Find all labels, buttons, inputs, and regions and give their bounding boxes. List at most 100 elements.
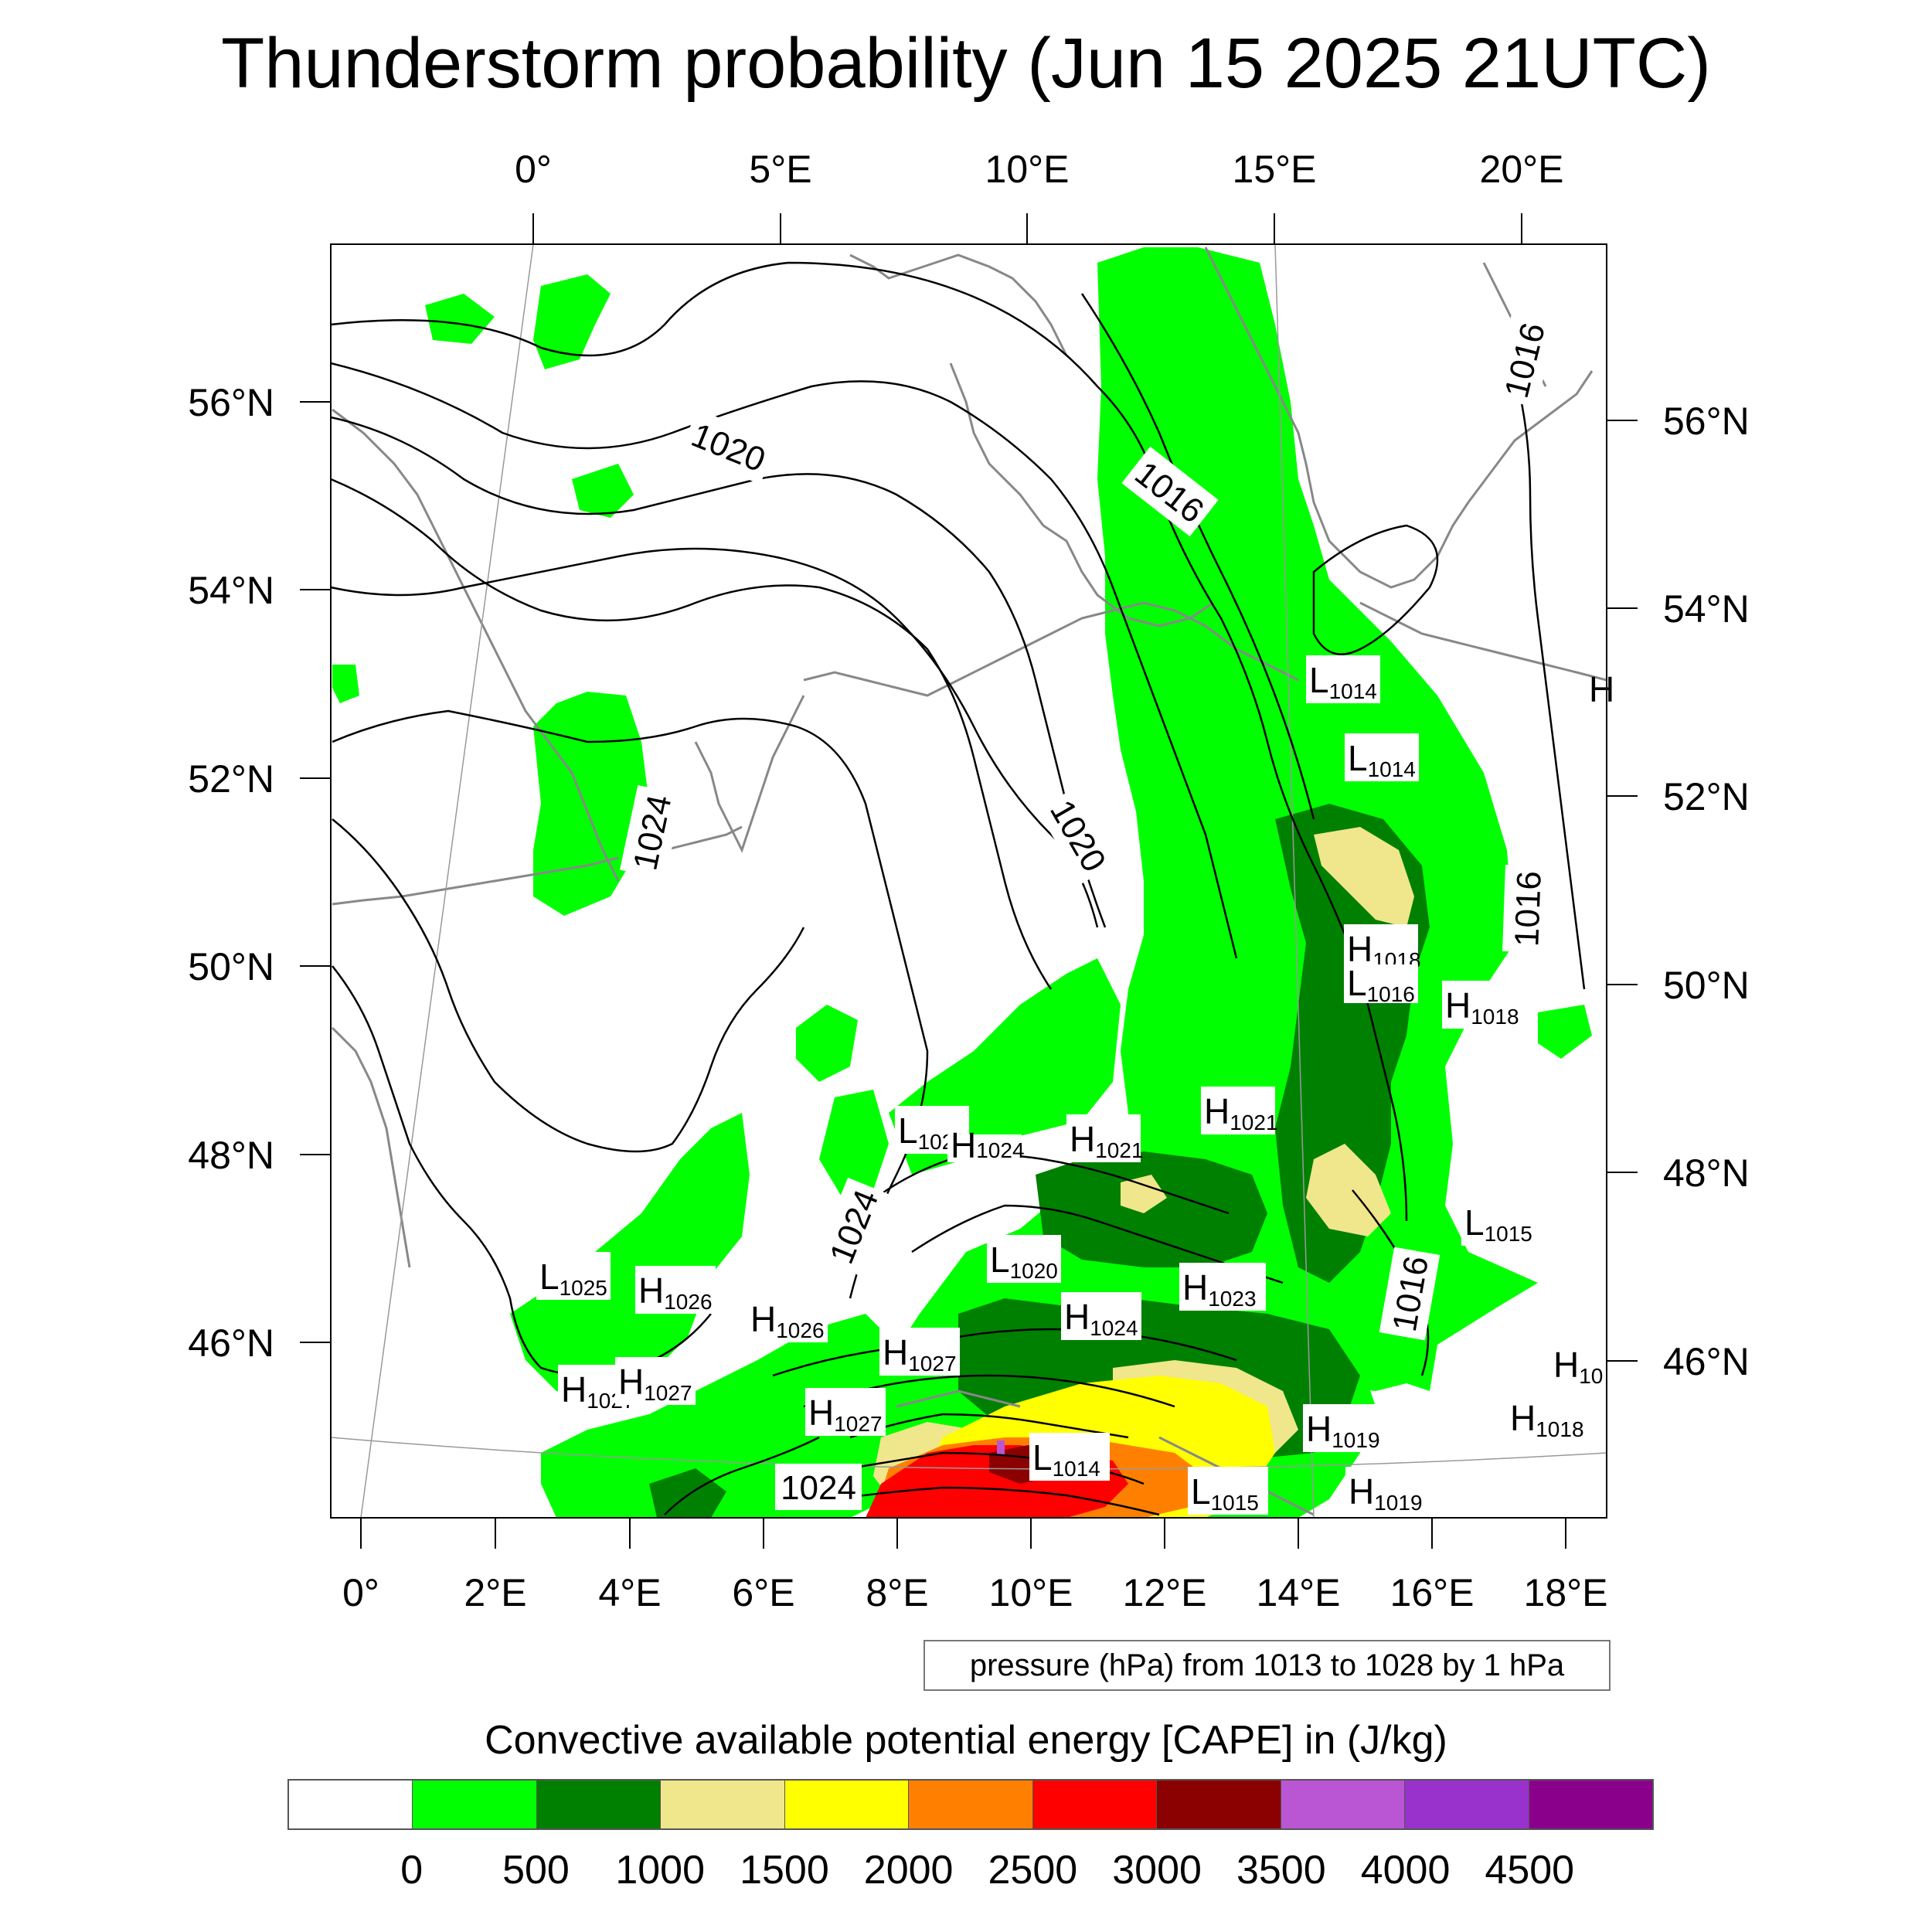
colorbar-box [1529, 1781, 1652, 1828]
top-lon-labels: 0° 5°E 10°E 15°E 20°E [515, 148, 1563, 191]
pressure-center-bg [987, 1235, 1061, 1283]
meridian-15e [1274, 244, 1315, 1518]
contour-label-bg [815, 1177, 891, 1276]
left-lat-label: 46°N [188, 1321, 274, 1365]
pressure-center-label: H1018 [1445, 985, 1519, 1029]
coast-france-west [331, 1026, 411, 1268]
colorbar-label: 2500 [988, 1848, 1078, 1893]
right-lat-label: 48°N [1663, 1151, 1750, 1195]
bottom-ticks [360, 1518, 1566, 1549]
pressure-center-label: H10 [1553, 1345, 1603, 1388]
coast-italy-north [896, 1389, 1021, 1408]
isobar-central-1 [911, 1204, 1284, 1284]
colorbar [287, 1779, 1654, 1830]
contour-label-box: 1024 [815, 1177, 891, 1276]
cape-area-denmark-sea [572, 464, 634, 518]
isobar-south-1024 [664, 1436, 820, 1515]
top-lon-label: 20°E [1480, 148, 1564, 191]
isobar-4 [331, 478, 1053, 990]
pressure-center: L1020 [987, 1235, 1061, 1283]
pressure-center-label: H1024 [951, 1125, 1025, 1165]
left-lat-label: 50°N [188, 945, 274, 988]
map-frame [330, 243, 1607, 1519]
colorbar-box [1281, 1781, 1406, 1828]
pressure-center-bg [1029, 1433, 1110, 1481]
contour-label-text: 1016 [1498, 319, 1553, 402]
contour-label-box: 1024 [775, 1464, 862, 1510]
pressure-center-label: L1014 [1348, 738, 1416, 781]
pressure-center-label: H1018 [1510, 1398, 1584, 1441]
bottom-lon-label: 2°E [464, 1571, 526, 1614]
pressure-center: H1024 [947, 1125, 1025, 1165]
pressure-center-bg [1344, 964, 1418, 1003]
cape-area-north-sea [425, 294, 495, 344]
contour-info-box: pressure (hPa) from 1013 to 1028 by 1 hP… [923, 1640, 1611, 1691]
pressure-center: H [1589, 669, 1614, 709]
pressure-center-label: H1027 [618, 1362, 692, 1405]
colorbar-label: 0 [400, 1848, 423, 1893]
bottom-lon-label: 10°E [989, 1571, 1073, 1614]
coast-germany [803, 601, 1299, 697]
left-lat-labels: 56°N 54°N 52°N 50°N 48°N 46°N [188, 381, 274, 1365]
contour-label-bg [1491, 312, 1557, 408]
pressure-center-bg [1201, 1087, 1275, 1134]
pressure-center-bg [1303, 1404, 1383, 1452]
pressure-center-bg [1061, 1292, 1141, 1340]
contour-label-box: 1016 [1502, 864, 1552, 954]
cape-area-west-channel [332, 665, 359, 703]
cape-khaki-east [1314, 827, 1414, 927]
bottom-lon-label: 18°E [1524, 1571, 1608, 1614]
pressure-center: H1023 [1179, 1263, 1266, 1311]
pressure-center-label: H [1589, 669, 1614, 709]
isobar-3 [331, 416, 1107, 928]
right-lat-label: 46°N [1663, 1340, 1750, 1383]
cape-area-southwest [510, 1113, 750, 1399]
contour-label-bg [620, 784, 683, 880]
colorbar-label: 3000 [1112, 1848, 1202, 1893]
right-lat-label: 50°N [1663, 964, 1750, 1007]
pressure-center-label: H1027 [883, 1332, 957, 1376]
top-lon-label: 0° [515, 148, 552, 191]
right-ticks [1607, 420, 1638, 1362]
colorbar-label: 2000 [863, 1848, 954, 1893]
pressure-center-label: H1024 [1064, 1297, 1138, 1340]
isobar-1016-east [1513, 370, 1586, 990]
colorbar-label: 1500 [740, 1848, 829, 1893]
pressure-center-label: H1019 [1306, 1409, 1380, 1452]
cape-area-benelux [819, 1090, 889, 1198]
coast-uk-south [332, 856, 619, 906]
pressure-center-label: L1014 [1032, 1437, 1100, 1481]
bottom-lon-label: 6°E [732, 1571, 794, 1614]
top-lon-label: 5°E [749, 148, 811, 191]
bottom-lon-label: 16°E [1390, 1571, 1475, 1614]
cape-khaki-central [1121, 1175, 1167, 1213]
pressure-center: H1019 [1303, 1404, 1383, 1452]
isobar-1016-north [1080, 293, 1315, 820]
top-lon-label: 10°E [985, 148, 1070, 191]
left-ticks [300, 401, 331, 1343]
left-lat-label: 56°N [188, 381, 274, 424]
pressure-center-bg [805, 1388, 886, 1436]
pressure-center-label: L1014 [1309, 660, 1377, 703]
pressure-center: H1027 [879, 1328, 960, 1376]
pressure-center-label: L1025 [539, 1257, 607, 1300]
pressure-center-label: H1026 [638, 1270, 713, 1314]
meridian-0 [360, 244, 534, 1518]
pressure-center-bg [1179, 1263, 1266, 1311]
pressure-center: H1018 [1510, 1398, 1584, 1441]
pressure-center: H10 [1553, 1345, 1603, 1388]
left-lat-label: 54°N [188, 569, 274, 612]
bottom-lon-label: 14°E [1257, 1571, 1341, 1614]
contour-label-bg [1379, 1247, 1440, 1341]
pressure-center: L1015 [1188, 1467, 1268, 1515]
isobar-central-2 [865, 1154, 1230, 1215]
parallel-45n [331, 1437, 1607, 1470]
pressure-center: L1025 [536, 1252, 611, 1300]
chart-title: Thunderstorm probability (Jun 15 2025 21… [221, 24, 1711, 103]
pressure-center-bg [1461, 1198, 1536, 1246]
pressure-center-label: L1015 [1191, 1471, 1259, 1515]
pressure-center-bg [1442, 981, 1516, 1029]
pressure-center: L1014 [1029, 1433, 1110, 1481]
colorbar-label: 4500 [1485, 1848, 1575, 1893]
left-lat-label: 52°N [188, 757, 274, 801]
